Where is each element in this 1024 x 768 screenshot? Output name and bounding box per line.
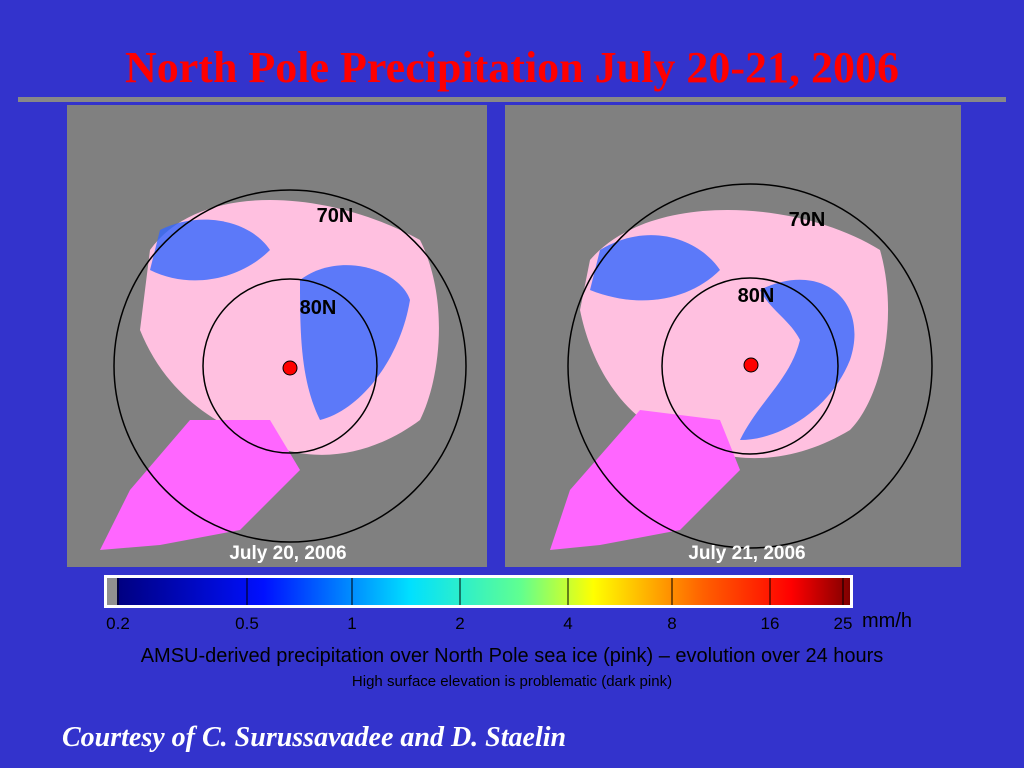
credit: Courtesy of C. Surussavadee and D. Stael… [62,722,566,753]
pole [282,360,298,376]
pole [743,357,759,373]
map-left [67,105,487,567]
colorbar-none [107,578,117,605]
title-rule [18,97,1006,102]
precip [590,235,720,301]
colorbar-ticks: 0.2 0.5 1 2 4 8 16 25 [106,578,852,633]
note: High surface elevation is problematic (d… [352,673,672,690]
precip [740,279,855,440]
circle-70n [567,183,933,549]
circle-80n [661,277,839,455]
colorbar-tick-label: 2 [455,614,464,633]
colorbar-tick-label: 8 [667,614,676,633]
colorbar-tick-label: 16 [761,614,780,633]
map-date: July 20, 2006 [229,543,346,564]
lat-label: 80N [738,285,775,307]
colorbar-tick-label: 4 [563,614,572,633]
precip [300,265,410,420]
colorbar-unit: mm/h [862,610,912,632]
circle-70n [113,189,467,543]
precip [150,219,270,281]
greenland [100,420,300,550]
colorbar-tick-label: 1 [347,614,356,633]
lat-label: 80N [300,297,337,319]
lat-label: 70N [789,209,826,231]
colorbar [117,578,850,605]
map-right [505,105,961,567]
colorbar-tick-label: 0.5 [235,614,259,633]
lat-label: 70N [317,205,354,227]
title: North Pole Precipitation July 20-21, 200… [125,43,899,92]
colorbar-tick-label: 25 [834,614,853,633]
caption: AMSU-derived precipitation over North Po… [141,645,884,667]
greenland [550,410,740,550]
circle-80n [202,278,378,454]
colorbar-tick-label: 0.2 [106,614,130,633]
map-date: July 21, 2006 [688,543,805,564]
